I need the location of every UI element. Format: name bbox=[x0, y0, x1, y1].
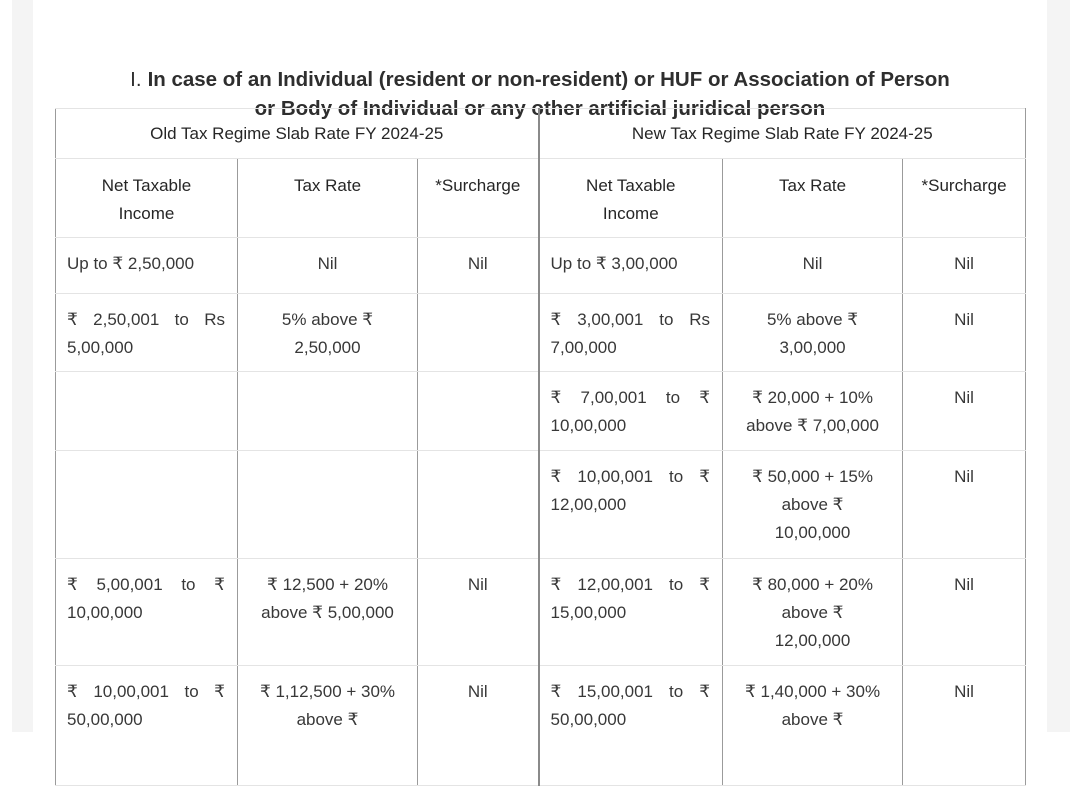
cell-new-surcharge: Nil bbox=[902, 293, 1027, 372]
new-regime-header: New Tax Regime Slab Rate FY 2024-25 bbox=[537, 108, 1027, 159]
col-header-new-income: Net Taxable Income bbox=[537, 158, 724, 238]
table-row: ₹ 10,00,001 to ₹ 12,00,000 ₹ 50,000 + 15… bbox=[55, 450, 1027, 559]
col-header-old-surcharge: *Surcharge bbox=[416, 158, 540, 238]
cell-new-rate: ₹ 20,000 + 10% above ₹ 7,00,000 bbox=[722, 371, 904, 451]
cell-new-rate: Nil bbox=[722, 237, 904, 294]
table-row: ₹ 2,50,001 to Rs 5,00,000 5% above ₹ 2,5… bbox=[55, 293, 1027, 372]
cell-new-surcharge: Nil bbox=[902, 371, 1027, 451]
table-row: ₹ 10,00,001 to ₹ 50,00,000 ₹ 1,12,500 + … bbox=[55, 665, 1027, 786]
cell-old-income: ₹ 2,50,001 to Rs 5,00,000 bbox=[55, 293, 238, 372]
cell-old-income bbox=[55, 371, 238, 451]
table-row: Up to ₹ 2,50,000 Nil Nil Up to ₹ 3,00,00… bbox=[55, 237, 1027, 294]
cell-new-rate: ₹ 50,000 + 15% above ₹ 10,00,000 bbox=[722, 450, 904, 559]
cell-old-rate bbox=[237, 450, 418, 559]
cell-new-income: ₹ 15,00,001 to ₹ 50,00,000 bbox=[537, 665, 724, 786]
cell-old-rate: Nil bbox=[237, 237, 418, 294]
cell-old-surcharge bbox=[416, 293, 540, 372]
cell-old-surcharge: Nil bbox=[416, 237, 540, 294]
old-regime-header: Old Tax Regime Slab Rate FY 2024-25 bbox=[54, 108, 540, 159]
cell-new-income: ₹ 12,00,001 to ₹ 15,00,000 bbox=[537, 558, 724, 666]
cell-new-income: ₹ 3,00,001 to Rs 7,00,000 bbox=[537, 293, 724, 372]
cell-new-rate: ₹ 1,40,000 + 30% above ₹ bbox=[722, 665, 904, 786]
cell-new-income: ₹ 7,00,001 to ₹ 10,00,000 bbox=[537, 371, 724, 451]
col-header-new-rate: Tax Rate bbox=[722, 158, 904, 238]
cell-old-rate bbox=[237, 371, 418, 451]
cell-new-surcharge: Nil bbox=[902, 558, 1027, 666]
left-page-edge bbox=[12, 0, 33, 732]
cell-old-surcharge bbox=[416, 450, 540, 559]
cell-new-surcharge: Nil bbox=[902, 665, 1027, 786]
cell-old-income: ₹ 5,00,001 to ₹ 10,00,000 bbox=[55, 558, 238, 666]
table-row: ₹ 7,00,001 to ₹ 10,00,000 ₹ 20,000 + 10%… bbox=[55, 371, 1027, 451]
cell-old-rate: 5% above ₹ 2,50,000 bbox=[237, 293, 418, 372]
right-page-edge bbox=[1047, 0, 1070, 732]
cell-new-surcharge: Nil bbox=[902, 450, 1027, 559]
page-title-numeral: I. bbox=[130, 68, 142, 91]
cell-new-rate: ₹ 80,000 + 20% above ₹ 12,00,000 bbox=[722, 558, 904, 666]
col-header-old-income: Net Taxable Income bbox=[55, 158, 238, 238]
cell-old-surcharge: Nil bbox=[416, 558, 540, 666]
col-header-old-rate: Tax Rate bbox=[237, 158, 418, 238]
cell-old-rate: ₹ 12,500 + 20% above ₹ 5,00,000 bbox=[237, 558, 418, 666]
cell-new-rate: 5% above ₹ 3,00,000 bbox=[722, 293, 904, 372]
cell-new-income: Up to ₹ 3,00,000 bbox=[537, 237, 724, 294]
col-header-new-surcharge: *Surcharge bbox=[902, 158, 1027, 238]
regime-header-row: Old Tax Regime Slab Rate FY 2024-25 New … bbox=[54, 108, 1027, 159]
column-header-row: Net Taxable Income Tax Rate *Surcharge N… bbox=[55, 158, 1027, 238]
cell-old-surcharge bbox=[416, 371, 540, 451]
cell-old-income: ₹ 10,00,001 to ₹ 50,00,000 bbox=[55, 665, 238, 786]
cell-new-income: ₹ 10,00,001 to ₹ 12,00,000 bbox=[537, 450, 724, 559]
table-row: ₹ 5,00,001 to ₹ 10,00,000 ₹ 12,500 + 20%… bbox=[55, 558, 1027, 666]
cell-old-income bbox=[55, 450, 238, 559]
cell-old-surcharge: Nil bbox=[416, 665, 540, 786]
cell-old-rate: ₹ 1,12,500 + 30% above ₹ bbox=[237, 665, 418, 786]
cell-new-surcharge: Nil bbox=[902, 237, 1027, 294]
cell-old-income: Up to ₹ 2,50,000 bbox=[55, 237, 238, 294]
tax-slab-table: Old Tax Regime Slab Rate FY 2024-25 New … bbox=[54, 108, 1027, 786]
